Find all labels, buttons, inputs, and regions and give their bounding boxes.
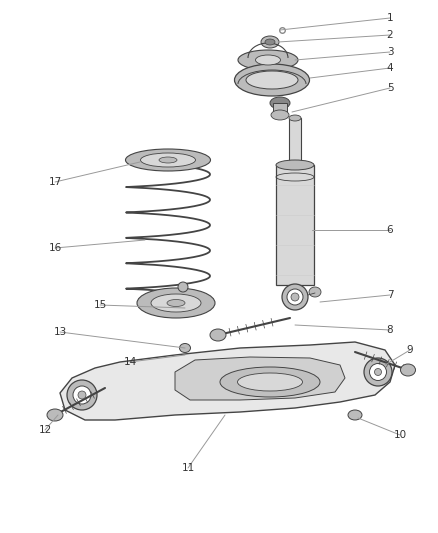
Ellipse shape xyxy=(126,149,211,171)
Text: 12: 12 xyxy=(39,425,52,435)
Text: 2: 2 xyxy=(387,30,393,40)
Ellipse shape xyxy=(309,287,321,297)
Bar xyxy=(273,103,287,117)
Text: 15: 15 xyxy=(93,300,106,310)
Ellipse shape xyxy=(78,391,86,399)
Text: 6: 6 xyxy=(387,225,393,235)
Ellipse shape xyxy=(151,294,201,312)
Ellipse shape xyxy=(141,153,195,167)
Ellipse shape xyxy=(374,368,381,376)
Text: 16: 16 xyxy=(48,243,62,253)
Text: 4: 4 xyxy=(387,63,393,73)
Ellipse shape xyxy=(265,39,275,45)
Ellipse shape xyxy=(237,373,303,391)
Ellipse shape xyxy=(220,367,320,397)
Ellipse shape xyxy=(159,157,177,163)
Ellipse shape xyxy=(210,329,226,341)
Polygon shape xyxy=(175,357,345,400)
Ellipse shape xyxy=(400,364,416,376)
Ellipse shape xyxy=(234,64,310,96)
Ellipse shape xyxy=(291,293,299,301)
Ellipse shape xyxy=(261,36,279,48)
Bar xyxy=(289,118,301,165)
Ellipse shape xyxy=(67,380,97,410)
Ellipse shape xyxy=(73,386,91,404)
Text: 1: 1 xyxy=(387,13,393,23)
Ellipse shape xyxy=(271,110,289,120)
Ellipse shape xyxy=(167,300,185,306)
Polygon shape xyxy=(60,342,395,420)
Ellipse shape xyxy=(238,50,298,70)
Ellipse shape xyxy=(47,409,63,421)
Text: 3: 3 xyxy=(387,47,393,57)
Ellipse shape xyxy=(348,410,362,420)
Bar xyxy=(276,165,314,285)
Ellipse shape xyxy=(246,71,298,89)
Text: 5: 5 xyxy=(387,83,393,93)
Ellipse shape xyxy=(370,364,386,381)
Ellipse shape xyxy=(255,55,280,65)
Ellipse shape xyxy=(270,97,290,109)
Text: 17: 17 xyxy=(48,177,62,187)
Ellipse shape xyxy=(180,343,191,352)
Ellipse shape xyxy=(137,288,215,318)
Ellipse shape xyxy=(276,160,314,170)
Text: 10: 10 xyxy=(393,430,406,440)
Ellipse shape xyxy=(364,358,392,386)
Text: 11: 11 xyxy=(181,463,194,473)
Ellipse shape xyxy=(287,289,303,305)
Ellipse shape xyxy=(289,115,301,121)
Ellipse shape xyxy=(282,284,308,310)
Ellipse shape xyxy=(178,282,188,292)
Text: 14: 14 xyxy=(124,357,137,367)
Text: 13: 13 xyxy=(53,327,67,337)
Text: 9: 9 xyxy=(407,345,413,355)
Text: 7: 7 xyxy=(387,290,393,300)
Text: 8: 8 xyxy=(387,325,393,335)
